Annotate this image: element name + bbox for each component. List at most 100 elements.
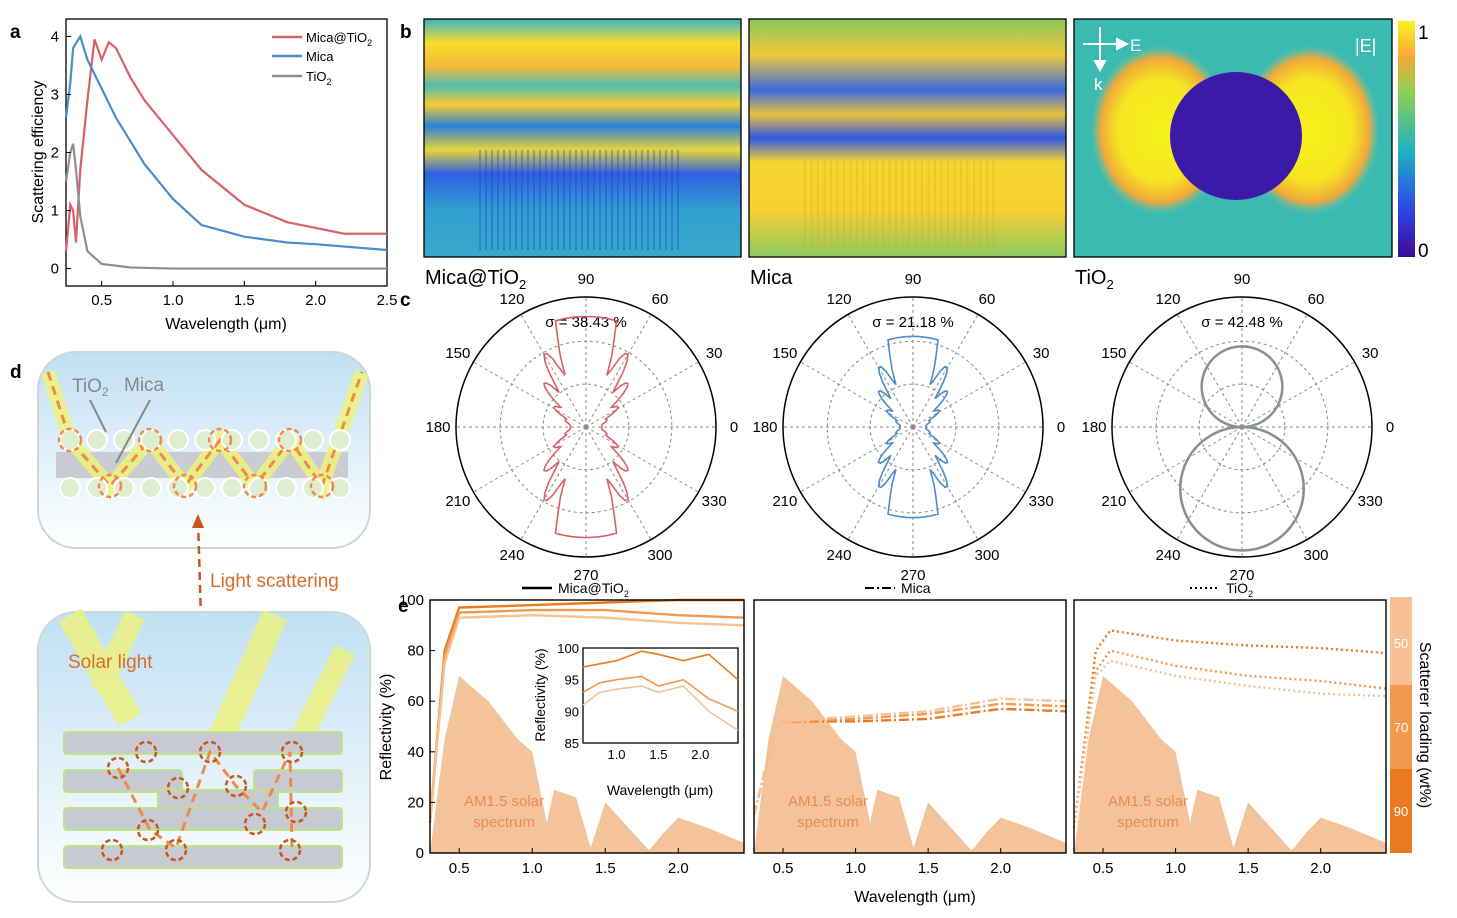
a-xtick: 1.0 — [163, 292, 184, 309]
polar-angle: 270 — [900, 567, 925, 584]
polar-angle: 300 — [974, 547, 999, 564]
polar-angle: 240 — [1155, 547, 1180, 564]
field-map-mica: Mica — [748, 18, 1067, 289]
polar-angle: 150 — [772, 345, 797, 362]
am15-label: AM1.5 solar — [464, 793, 544, 810]
polar-angle: 330 — [1358, 493, 1383, 510]
tio2-particle — [113, 477, 135, 499]
panel-label-e: e — [398, 596, 409, 617]
colorbar-max: 1 — [1418, 23, 1429, 44]
polar-angle: 150 — [445, 345, 470, 362]
loading-90-label: 90 — [1394, 804, 1408, 819]
tio2-particle — [194, 429, 216, 451]
a-ytick: 2 — [51, 145, 59, 162]
e-legend-2: TiO2 — [1226, 580, 1253, 599]
b-field-label: |E| — [1355, 36, 1376, 56]
e-xtick: 2.0 — [990, 860, 1011, 877]
polar-angle: 60 — [652, 291, 669, 308]
e-subplot: AM1.5 solar spectrum 0.5 1.0 1.5 2.0 — [752, 599, 1067, 877]
polar-pattern — [543, 315, 629, 539]
e-xtick: 1.0 — [1165, 860, 1186, 877]
polar-angle: 120 — [826, 291, 851, 308]
e-legend-1: Mica — [901, 580, 931, 596]
e-ytick: 0 — [416, 845, 424, 862]
polar-angle: 270 — [573, 567, 598, 584]
polar-angle: 30 — [1362, 345, 1379, 362]
a-legend-0: Mica@TiO2 — [306, 30, 372, 48]
am15-label: AM1.5 solar — [788, 793, 868, 810]
am15-label-2: spectrum — [1117, 814, 1179, 831]
polar-angle: 60 — [1308, 291, 1325, 308]
polar-angle: 90 — [578, 271, 595, 288]
polar-angle: 270 — [1229, 567, 1254, 584]
polar-angle: 210 — [445, 493, 470, 510]
polar-angle: 210 — [772, 493, 797, 510]
loading-70 — [1390, 685, 1412, 769]
polar-sigma: σ = 42.48 % — [1201, 314, 1282, 331]
polar-angle: 120 — [1155, 291, 1180, 308]
inset-ylabel: Reflectivity (%) — [532, 648, 548, 741]
inset-ytick: 95 — [565, 673, 579, 688]
scatter-event — [277, 427, 303, 453]
e-xtick: 0.5 — [1093, 860, 1114, 877]
polar-angle: 0 — [1057, 419, 1065, 436]
d-scattering-label: Light scattering — [210, 571, 339, 592]
loading-70-label: 70 — [1394, 720, 1408, 735]
e-xtick: 1.5 — [1238, 860, 1259, 877]
loading-label: Scatterer loading (wt%) — [1416, 642, 1433, 808]
loading-bar: 50 70 90 Scatterer loading (wt%) — [1390, 597, 1433, 853]
scatter-event — [309, 473, 335, 499]
scatter-event — [207, 427, 233, 453]
e-inset: 85 90 95 100 1.0 1.5 2.0 Wavelength (μm) Reflect… — [532, 641, 739, 798]
loading-90 — [1390, 769, 1412, 853]
polar-angle: 300 — [1303, 547, 1328, 564]
a-ylabel: Scattering efficiency — [30, 81, 47, 224]
scattering-arrow: Light scattering — [192, 514, 339, 751]
schematic-bottom: Solar light — [37, 608, 371, 903]
polar-angle: 240 — [499, 547, 524, 564]
polar-angle: 330 — [702, 493, 727, 510]
schematic-top: TiO2 Mica — [37, 351, 371, 549]
a-xtick: 1.5 — [234, 292, 255, 309]
panel-label-c: c — [400, 290, 411, 311]
e-ytick: 60 — [407, 693, 424, 710]
am15-spectrum — [754, 675, 1066, 853]
b-k-label: k — [1094, 75, 1103, 94]
e-ytick: 40 — [407, 744, 424, 761]
b-label-mica-tio2: Mica@TiO2 — [425, 267, 526, 292]
colorbar-min: 0 — [1418, 241, 1429, 262]
scatter-event — [242, 473, 268, 499]
tio2-particle — [167, 429, 189, 451]
e-ylabel: Reflectivity (%) — [378, 674, 395, 781]
a-legend-1: Mica — [306, 49, 334, 64]
e-series-line — [1072, 649, 1387, 828]
polar-angle: 180 — [752, 419, 777, 436]
inset-line — [582, 685, 739, 731]
polar-angle: 120 — [499, 291, 524, 308]
inset-ytick: 100 — [557, 641, 579, 656]
chart-a: 0.5 1.0 1.5 2.0 2.5 0 1 2 3 4 Scattering efficien… — [30, 18, 398, 333]
inset-xtick: 1.0 — [607, 747, 625, 762]
tio2-particle — [140, 477, 162, 499]
loading-50 — [1390, 597, 1412, 685]
e-ytick: 80 — [407, 643, 424, 660]
field-map-tio2: E k |E| TiO2 — [1073, 18, 1393, 292]
a-xtick: 0.5 — [91, 292, 112, 309]
inset-xlabel: Wavelength (μm) — [607, 782, 713, 798]
inset-ytick: 85 — [565, 736, 579, 751]
e-series-line — [428, 613, 745, 823]
a-xtick: 2.0 — [305, 292, 326, 309]
scatter-event — [97, 473, 123, 499]
e-k-axes-icon — [1083, 27, 1130, 73]
tio2-particle — [86, 477, 108, 499]
tio2-particle — [59, 477, 81, 499]
e-xtick: 2.0 — [668, 860, 689, 877]
b-label-mica: Mica — [750, 267, 793, 289]
a-xlabel: Wavelength (μm) — [165, 316, 287, 333]
d-mica-label: Mica — [124, 375, 165, 396]
a-series-line — [64, 38, 387, 252]
a-xtick: 2.5 — [377, 292, 398, 309]
